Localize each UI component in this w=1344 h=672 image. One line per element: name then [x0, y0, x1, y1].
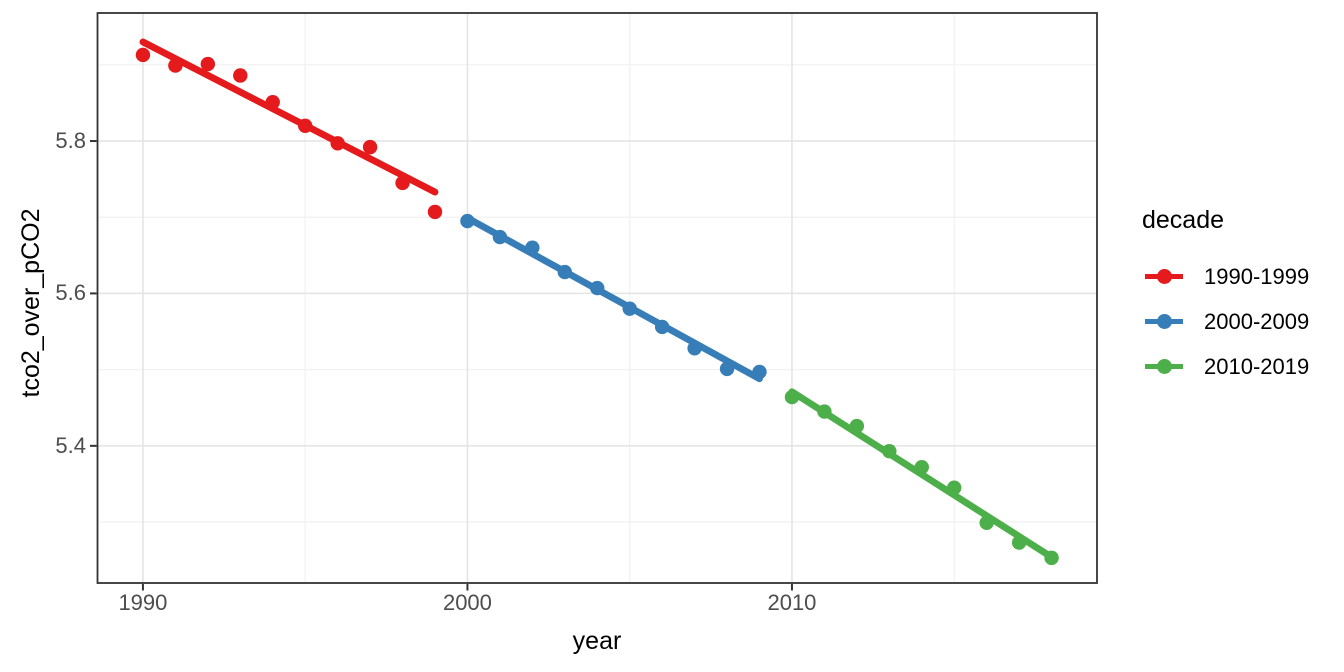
- legend-point-icon: [1156, 269, 1172, 284]
- data-point: [362, 139, 378, 155]
- data-point: [233, 68, 248, 83]
- legend-item: 2010-2019: [1145, 344, 1309, 389]
- x-tick-label: 2000: [442, 590, 492, 615]
- legend-item-label: 2010-2019: [1204, 353, 1310, 379]
- legend-item-label: 1990-1999: [1204, 263, 1310, 289]
- trend-line: [788, 388, 1055, 561]
- legend-point-icon: [1156, 359, 1172, 374]
- data-point: [427, 204, 443, 220]
- legend-item: 1990-1999: [1145, 254, 1309, 299]
- trend-line: [464, 214, 763, 383]
- panel-border: [96, 12, 1098, 584]
- legend-key-glyph: [1145, 359, 1183, 375]
- legend-point-icon: [1156, 314, 1172, 329]
- legend-items: 1990-1999 2000-2009 2010-2019: [1142, 254, 1309, 389]
- legend-item: 2000-2009: [1145, 299, 1309, 344]
- legend-key-glyph: [1145, 269, 1183, 285]
- trend-line: [139, 38, 439, 196]
- data-point: [200, 56, 216, 72]
- legend-key-glyph: [1145, 314, 1183, 330]
- x-axis-title: year: [572, 627, 622, 655]
- y-tick-label: 5.8: [55, 128, 86, 154]
- legend: decade 1990-1999 2000-2009 2010-2019: [1142, 205, 1309, 389]
- data-point: [135, 47, 151, 63]
- x-tick-label: 1990: [118, 590, 168, 615]
- y-tick-label: 5.4: [55, 432, 86, 458]
- y-tick-label: 5.6: [55, 280, 86, 306]
- legend-title: decade: [1142, 206, 1225, 234]
- x-tick-label: 2010: [767, 590, 817, 615]
- legend-item-label: 2000-2009: [1204, 308, 1310, 334]
